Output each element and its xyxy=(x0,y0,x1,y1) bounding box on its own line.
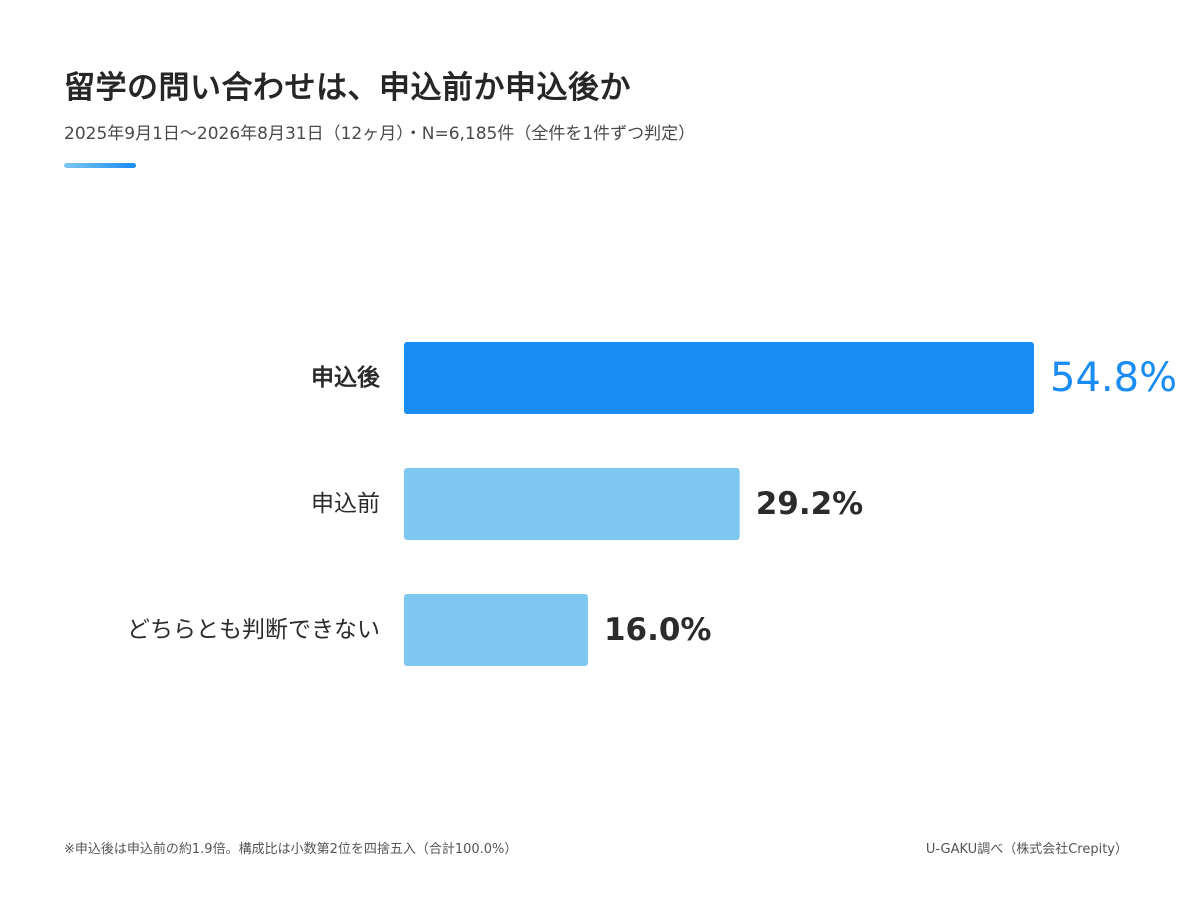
category-label: 申込前 xyxy=(311,491,380,517)
source-credit: U-GAKU調べ（株式会社Crepity） xyxy=(925,842,1128,857)
bar xyxy=(404,468,740,540)
bar xyxy=(404,594,588,666)
chart-title: 留学の問い合わせは、申込前か申込後か xyxy=(64,70,631,106)
title-accent-line xyxy=(64,163,136,168)
value-label: 29.2% xyxy=(756,486,864,522)
category-label: どちらとも判断できない xyxy=(127,617,380,643)
chart-subtitle: 2025年9月1日〜2026年8月31日（12ヶ月）・N=6,185件（全件を1… xyxy=(64,124,696,144)
footnote: ※申込後は申込前の約1.9倍。構成比は小数第2位を四捨五入（合計100.0%） xyxy=(64,842,518,857)
category-label: 申込後 xyxy=(311,364,381,391)
value-label: 16.0% xyxy=(604,612,712,648)
value-label: 54.8% xyxy=(1050,355,1177,401)
bar xyxy=(404,342,1034,414)
